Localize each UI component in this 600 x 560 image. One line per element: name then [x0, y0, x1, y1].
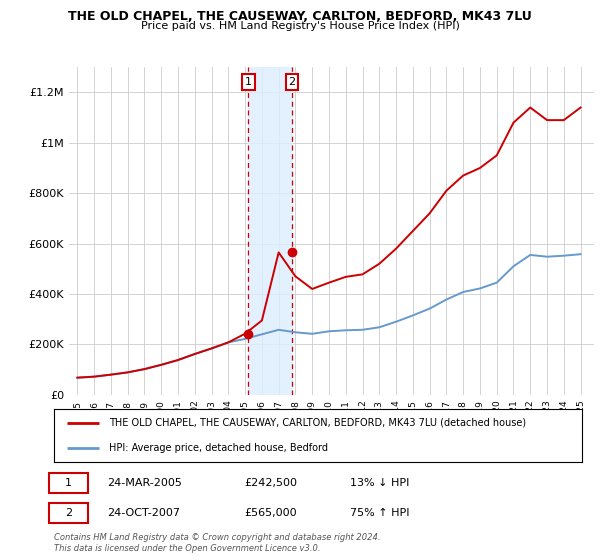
Text: 24-MAR-2005: 24-MAR-2005	[107, 478, 182, 488]
Text: £565,000: £565,000	[244, 508, 297, 518]
Text: Contains HM Land Registry data © Crown copyright and database right 2024.
This d: Contains HM Land Registry data © Crown c…	[54, 533, 380, 553]
Text: THE OLD CHAPEL, THE CAUSEWAY, CARLTON, BEDFORD, MK43 7LU: THE OLD CHAPEL, THE CAUSEWAY, CARLTON, B…	[68, 10, 532, 23]
Text: 2: 2	[289, 77, 296, 87]
Text: 13% ↓ HPI: 13% ↓ HPI	[350, 478, 409, 488]
FancyBboxPatch shape	[49, 473, 88, 493]
Text: 75% ↑ HPI: 75% ↑ HPI	[350, 508, 409, 518]
Text: 24-OCT-2007: 24-OCT-2007	[107, 508, 180, 518]
Bar	[248, 67, 292, 395]
Text: 2: 2	[65, 508, 72, 518]
Text: HPI: Average price, detached house, Bedford: HPI: Average price, detached house, Bedf…	[109, 443, 328, 453]
Text: £242,500: £242,500	[244, 478, 297, 488]
Text: 1: 1	[245, 77, 252, 87]
Text: Price paid vs. HM Land Registry's House Price Index (HPI): Price paid vs. HM Land Registry's House …	[140, 21, 460, 31]
Text: THE OLD CHAPEL, THE CAUSEWAY, CARLTON, BEDFORD, MK43 7LU (detached house): THE OLD CHAPEL, THE CAUSEWAY, CARLTON, B…	[109, 418, 527, 428]
FancyBboxPatch shape	[49, 503, 88, 522]
Text: 1: 1	[65, 478, 72, 488]
